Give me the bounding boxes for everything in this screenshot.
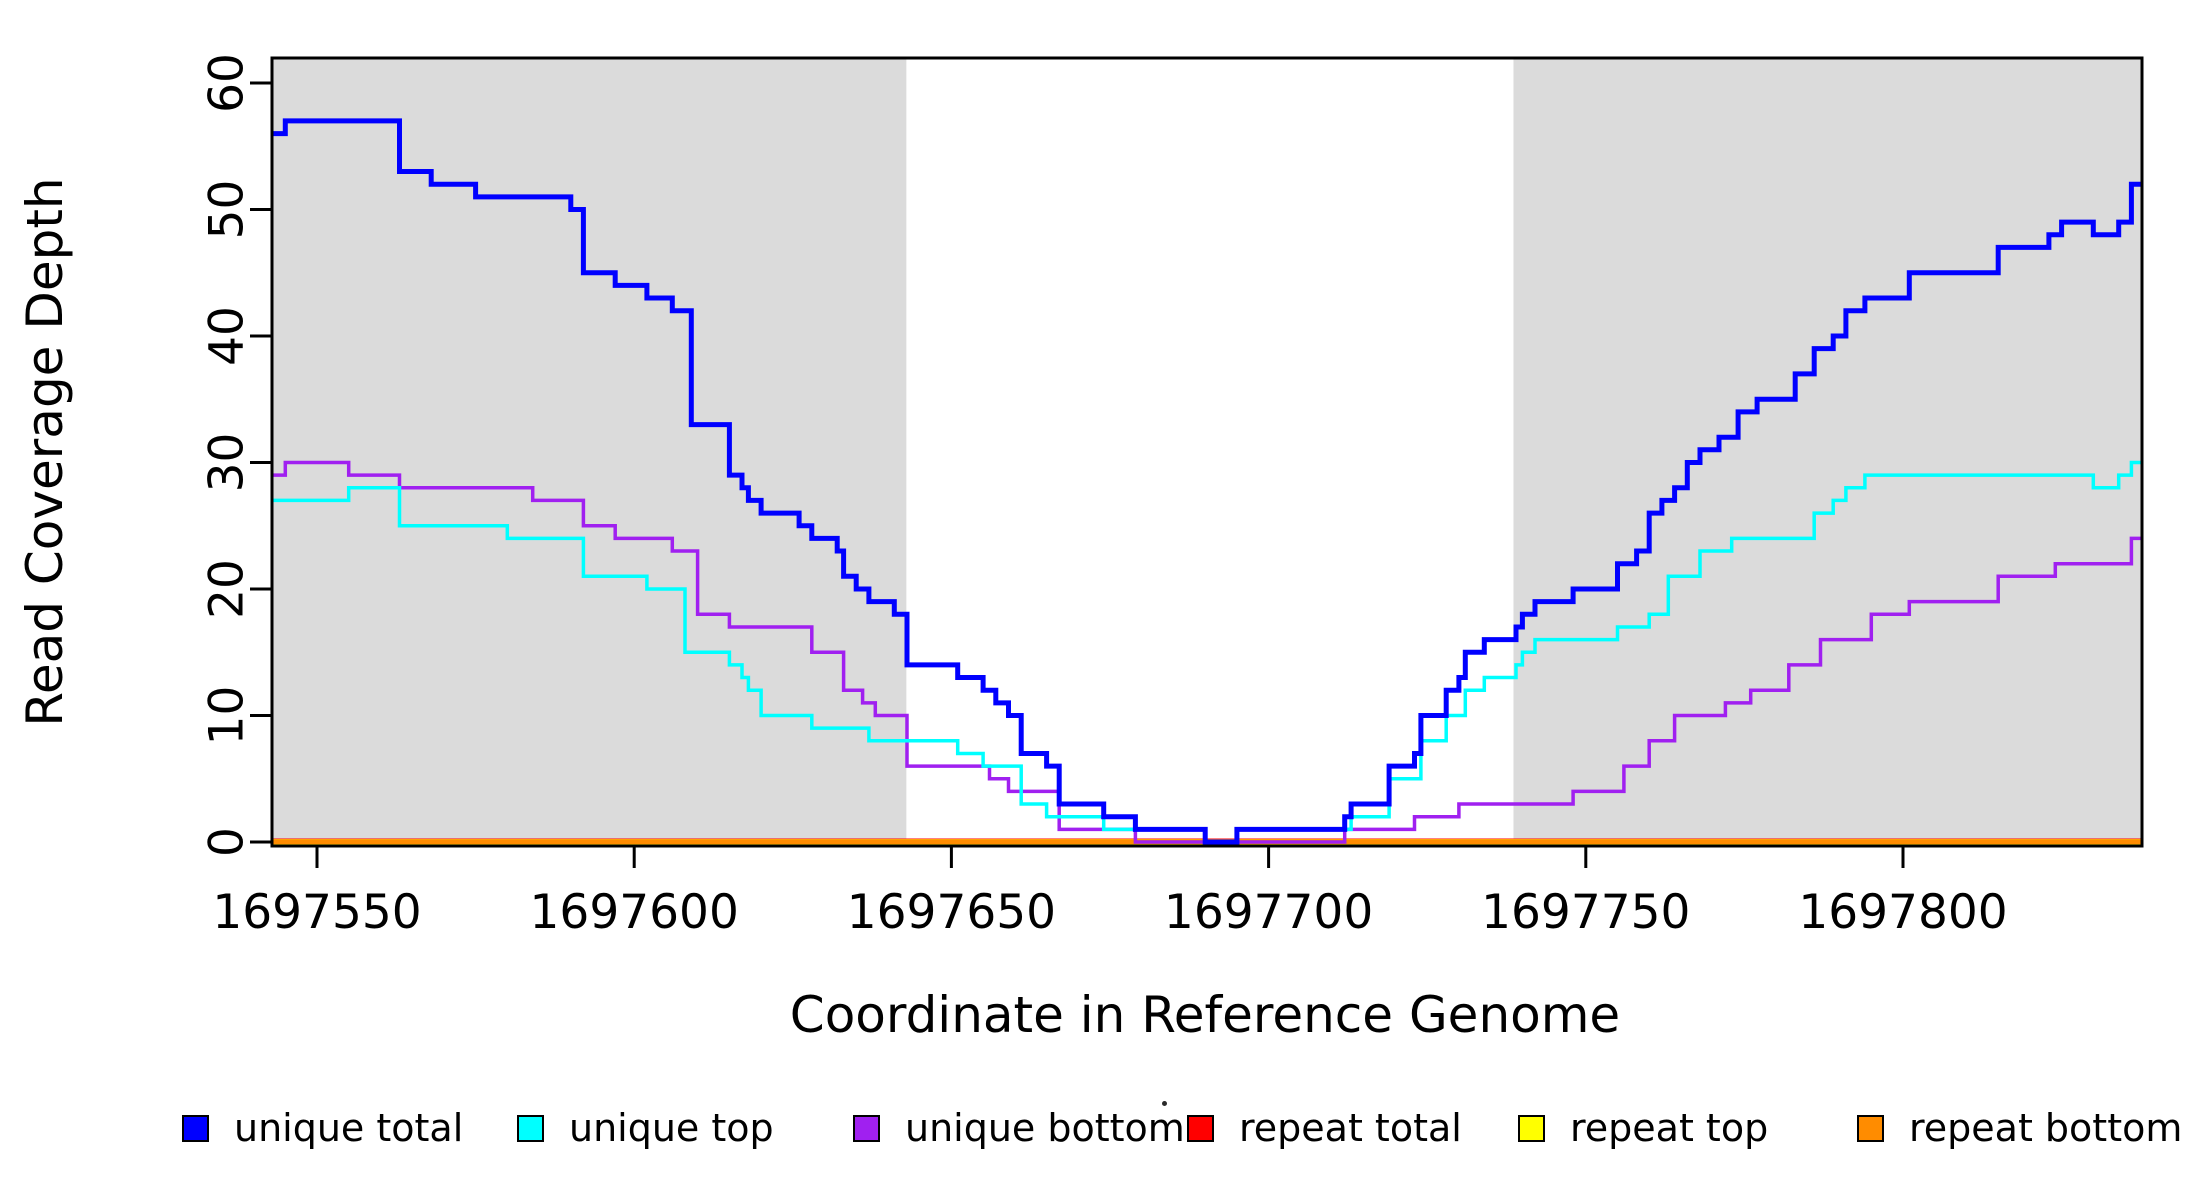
legend-label-repeat-top: repeat top bbox=[1570, 1106, 1769, 1150]
y-tick-label: 0 bbox=[200, 827, 255, 857]
legend-item-repeat-top: repeat top bbox=[1518, 1106, 1768, 1150]
y-tick-label: 40 bbox=[200, 306, 255, 366]
x-tick-label: 1697700 bbox=[1164, 885, 1373, 940]
series-line-unique-bottom bbox=[273, 460, 2141, 844]
y-axis-ticks: 0 10 20 30 40 50 60 bbox=[200, 53, 272, 857]
x-axis-title: Coordinate in Reference Genome bbox=[790, 986, 1620, 1044]
y-tick-label: 50 bbox=[200, 180, 255, 240]
legend: unique total unique top unique bottom repea… bbox=[0, 1106, 2200, 1156]
shaded-regions bbox=[273, 59, 2141, 845]
legend-swatch-unique-bottom bbox=[853, 1114, 880, 1142]
x-tick-label: 1697550 bbox=[212, 885, 421, 940]
series-lines bbox=[273, 118, 2141, 845]
plot-border bbox=[270, 56, 2144, 848]
legend-swatch-unique-total bbox=[182, 1114, 209, 1142]
legend-label-unique-total: unique total bbox=[234, 1106, 464, 1150]
shaded-region-0 bbox=[273, 59, 907, 845]
legend-item-repeat-bottom: repeat bottom bbox=[1857, 1106, 2182, 1150]
x-tick-label: 1697650 bbox=[847, 885, 1056, 940]
y-tick-label: 30 bbox=[200, 433, 255, 493]
legend-label-unique-top: unique top bbox=[569, 1106, 774, 1150]
x-tick-label: 1697600 bbox=[530, 885, 739, 940]
legend-label-repeat-total: repeat total bbox=[1239, 1106, 1462, 1150]
legend-swatch-repeat-total bbox=[1187, 1114, 1214, 1142]
legend-item-unique-top: unique top bbox=[517, 1106, 774, 1150]
x-axis-ticks: 1697550 1697600 1697650 1697700 1697750 16978… bbox=[212, 846, 2008, 940]
series-line-unique-total bbox=[273, 118, 2141, 845]
legend-swatch-repeat-top bbox=[1518, 1114, 1545, 1142]
legend-label-repeat-bottom: repeat bottom bbox=[1909, 1106, 2183, 1150]
legend-swatch-unique-top bbox=[517, 1114, 544, 1142]
x-tick-label: 1697800 bbox=[1798, 885, 2007, 940]
legend-label-unique-bottom: unique bottom bbox=[905, 1106, 1185, 1150]
x-tick-label: 1697750 bbox=[1481, 885, 1690, 940]
stray-dot bbox=[1162, 1101, 1167, 1106]
y-axis-title: Read Coverage Depth bbox=[16, 177, 74, 726]
legend-item-repeat-total: repeat total bbox=[1187, 1106, 1462, 1150]
y-tick-label: 10 bbox=[200, 686, 255, 746]
series-line-unique-top bbox=[273, 460, 2141, 844]
y-tick-label: 20 bbox=[200, 559, 255, 619]
legend-item-unique-total: unique total bbox=[182, 1106, 463, 1150]
y-tick-label: 60 bbox=[200, 53, 255, 113]
shaded-region-1 bbox=[1513, 59, 2141, 845]
legend-swatch-repeat-bottom bbox=[1857, 1114, 1884, 1142]
legend-item-unique-bottom: unique bottom bbox=[853, 1106, 1185, 1150]
